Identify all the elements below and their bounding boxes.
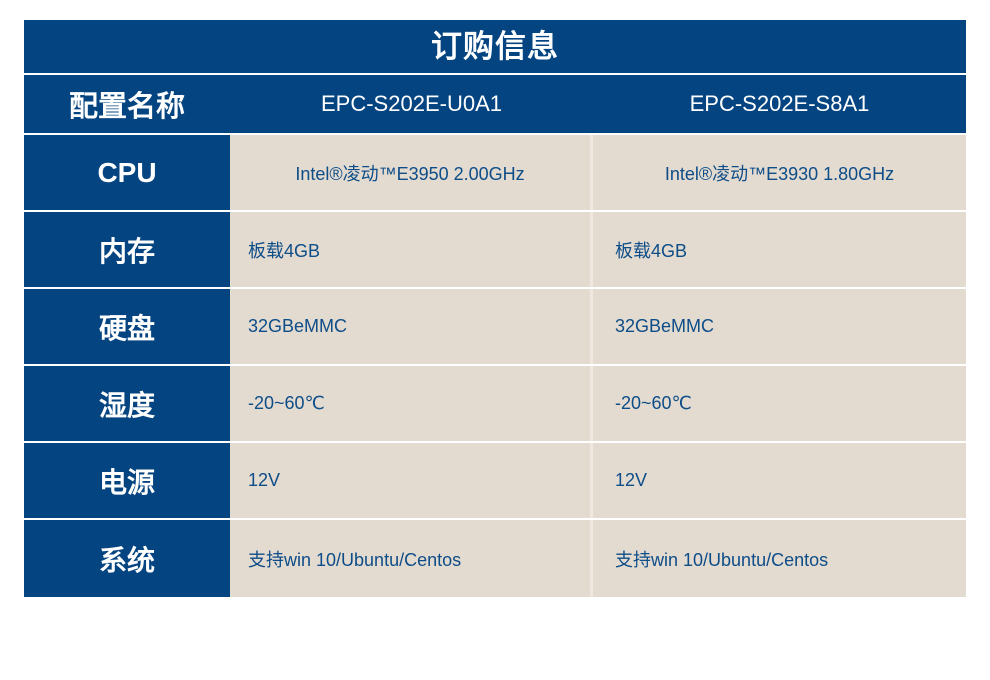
- row-label-os: 系统: [24, 520, 230, 597]
- row-os-value-2: 支持win 10/Ubuntu/Centos: [593, 520, 966, 597]
- divider: [24, 441, 966, 443]
- row-label-humidity: 湿度: [24, 366, 230, 441]
- divider: [24, 210, 966, 212]
- divider: [24, 364, 966, 366]
- page-title: 订购信息: [431, 29, 559, 64]
- header-column-2: EPC-S202E-S8A1: [593, 75, 966, 133]
- row-storage-value-1: 32GBeMMC: [230, 289, 593, 364]
- row-label-power: 电源: [24, 443, 230, 518]
- row-label-storage: 硬盘: [24, 289, 230, 364]
- table-header-row: 配置名称 EPC-S202E-U0A1 EPC-S202E-S8A1: [24, 75, 966, 133]
- divider: [24, 133, 966, 135]
- table-row: 硬盘 32GBeMMC 32GBeMMC: [24, 289, 966, 364]
- table-title-bar: 订购信息: [24, 20, 966, 73]
- header-column-1: EPC-S202E-U0A1: [230, 75, 593, 133]
- table-row: 电源 12V 12V: [24, 443, 966, 518]
- row-label-cpu: CPU: [24, 135, 230, 210]
- table-row: 湿度 -20~60℃ -20~60℃: [24, 366, 966, 441]
- divider: [24, 287, 966, 289]
- row-os-value-1: 支持win 10/Ubuntu/Centos: [230, 520, 593, 597]
- divider: [24, 518, 966, 520]
- ordering-information-table: 订购信息 配置名称 EPC-S202E-U0A1 EPC-S202E-S8A1 …: [24, 20, 966, 597]
- row-memory-value-1: 板载4GB: [230, 212, 593, 287]
- table-row: 系统 支持win 10/Ubuntu/Centos 支持win 10/Ubunt…: [24, 520, 966, 597]
- row-power-value-1: 12V: [230, 443, 593, 518]
- row-storage-value-2: 32GBeMMC: [593, 289, 966, 364]
- row-humidity-value-1: -20~60℃: [230, 366, 593, 441]
- row-cpu-value-2: Intel®凌动™E3930 1.80GHz: [593, 135, 966, 210]
- table-row: 内存 板载4GB 板载4GB: [24, 212, 966, 287]
- table-row: CPU Intel®凌动™E3950 2.00GHz Intel®凌动™E393…: [24, 135, 966, 210]
- row-cpu-value-1: Intel®凌动™E3950 2.00GHz: [230, 135, 593, 210]
- header-label-cell: 配置名称: [24, 75, 230, 133]
- row-power-value-2: 12V: [593, 443, 966, 518]
- row-label-memory: 内存: [24, 212, 230, 287]
- divider: [24, 73, 966, 75]
- row-memory-value-2: 板载4GB: [593, 212, 966, 287]
- row-humidity-value-2: -20~60℃: [593, 366, 966, 441]
